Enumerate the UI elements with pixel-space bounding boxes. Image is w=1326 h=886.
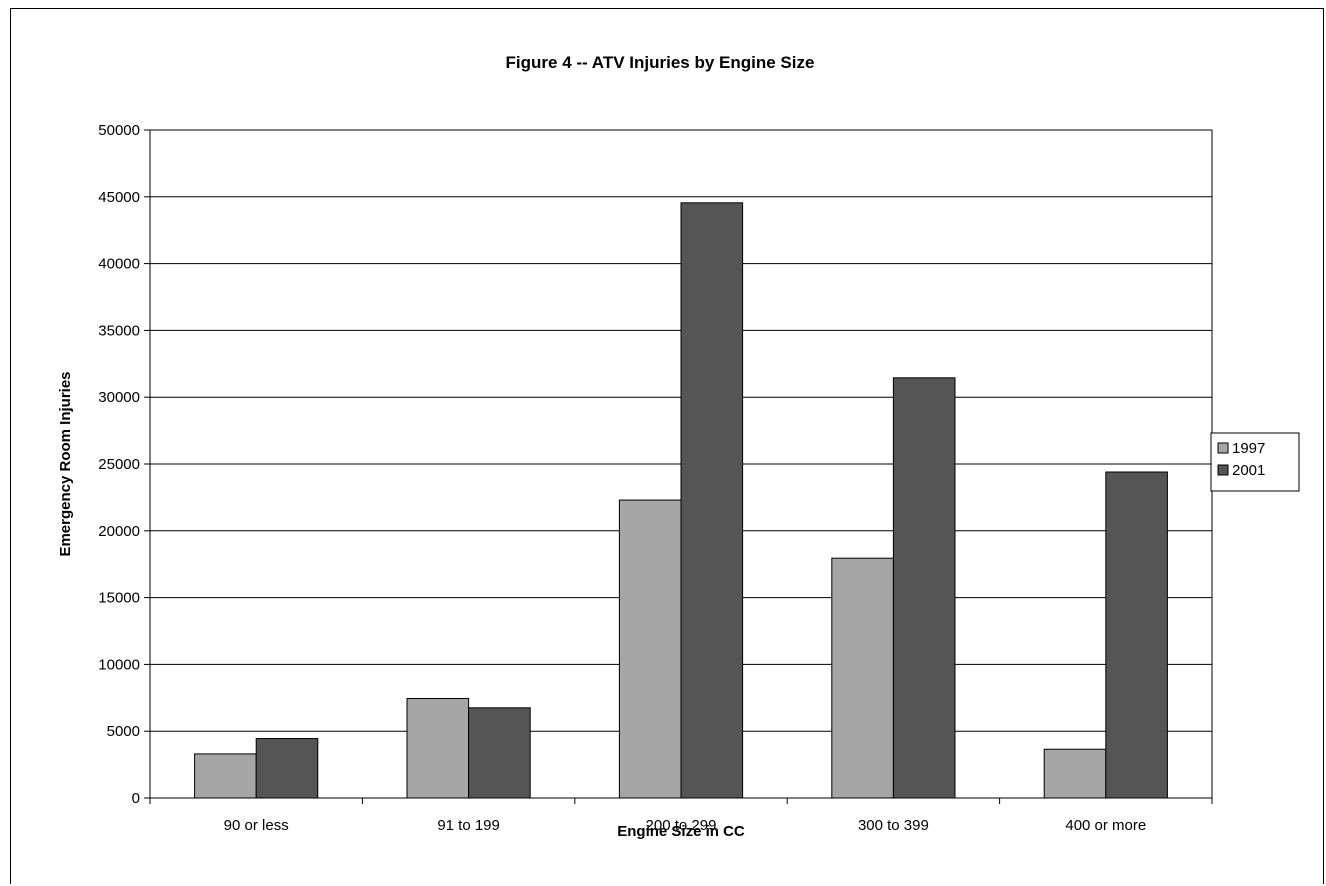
y-tick-label: 20000 [98, 523, 140, 540]
bar-2001-0 [255, 738, 319, 799]
y-axis-title: Emergency Room Injuries [57, 371, 74, 556]
bar-2001-3 [892, 377, 956, 799]
x-axis-title: Engine Size in CC [617, 823, 745, 840]
y-tick-label: 35000 [98, 322, 140, 339]
bar-2001-2 [680, 202, 744, 799]
x-tick-label: 200 to 299 [646, 817, 717, 834]
bar-1997-1 [406, 697, 470, 799]
bars [194, 202, 1168, 799]
legend-label-1997: 1997 [1232, 440, 1265, 457]
chart-frame [10, 8, 1324, 884]
y-tick-label: 15000 [98, 590, 140, 607]
legend-swatch-1997 [1217, 442, 1229, 454]
y-tick-label: 45000 [98, 189, 140, 206]
bar-1997-3 [831, 557, 894, 799]
y-tick-label: 0 [132, 790, 140, 807]
legend: 1997 2001 [1210, 432, 1300, 492]
bar-1997-4 [1043, 748, 1107, 799]
bar-1997-0 [194, 753, 257, 799]
axes: 0 5000 10000 15000 20000 25000 30000 35000 40000… [98, 122, 1213, 834]
chart-title: Figure 4 -- ATV Injuries by Engine Size [506, 53, 815, 72]
bar-1997-2 [618, 499, 682, 799]
y-tick-label: 50000 [98, 122, 140, 139]
x-tick-label: 91 to 199 [437, 817, 500, 834]
x-tick-label: 90 or less [224, 817, 289, 834]
y-tick-label: 25000 [98, 456, 140, 473]
legend-label-2001: 2001 [1232, 462, 1265, 479]
y-tick-label: 10000 [98, 656, 140, 673]
bar-2001-1 [468, 707, 531, 799]
x-tick-label: 300 to 399 [858, 817, 929, 834]
y-tick-label: 5000 [107, 723, 140, 740]
y-tick-label: 30000 [98, 389, 140, 406]
bar-2001-4 [1105, 471, 1168, 799]
legend-swatch-2001 [1217, 464, 1229, 476]
y-tick-label: 40000 [98, 256, 140, 273]
x-tick-label: 400 or more [1065, 817, 1146, 834]
